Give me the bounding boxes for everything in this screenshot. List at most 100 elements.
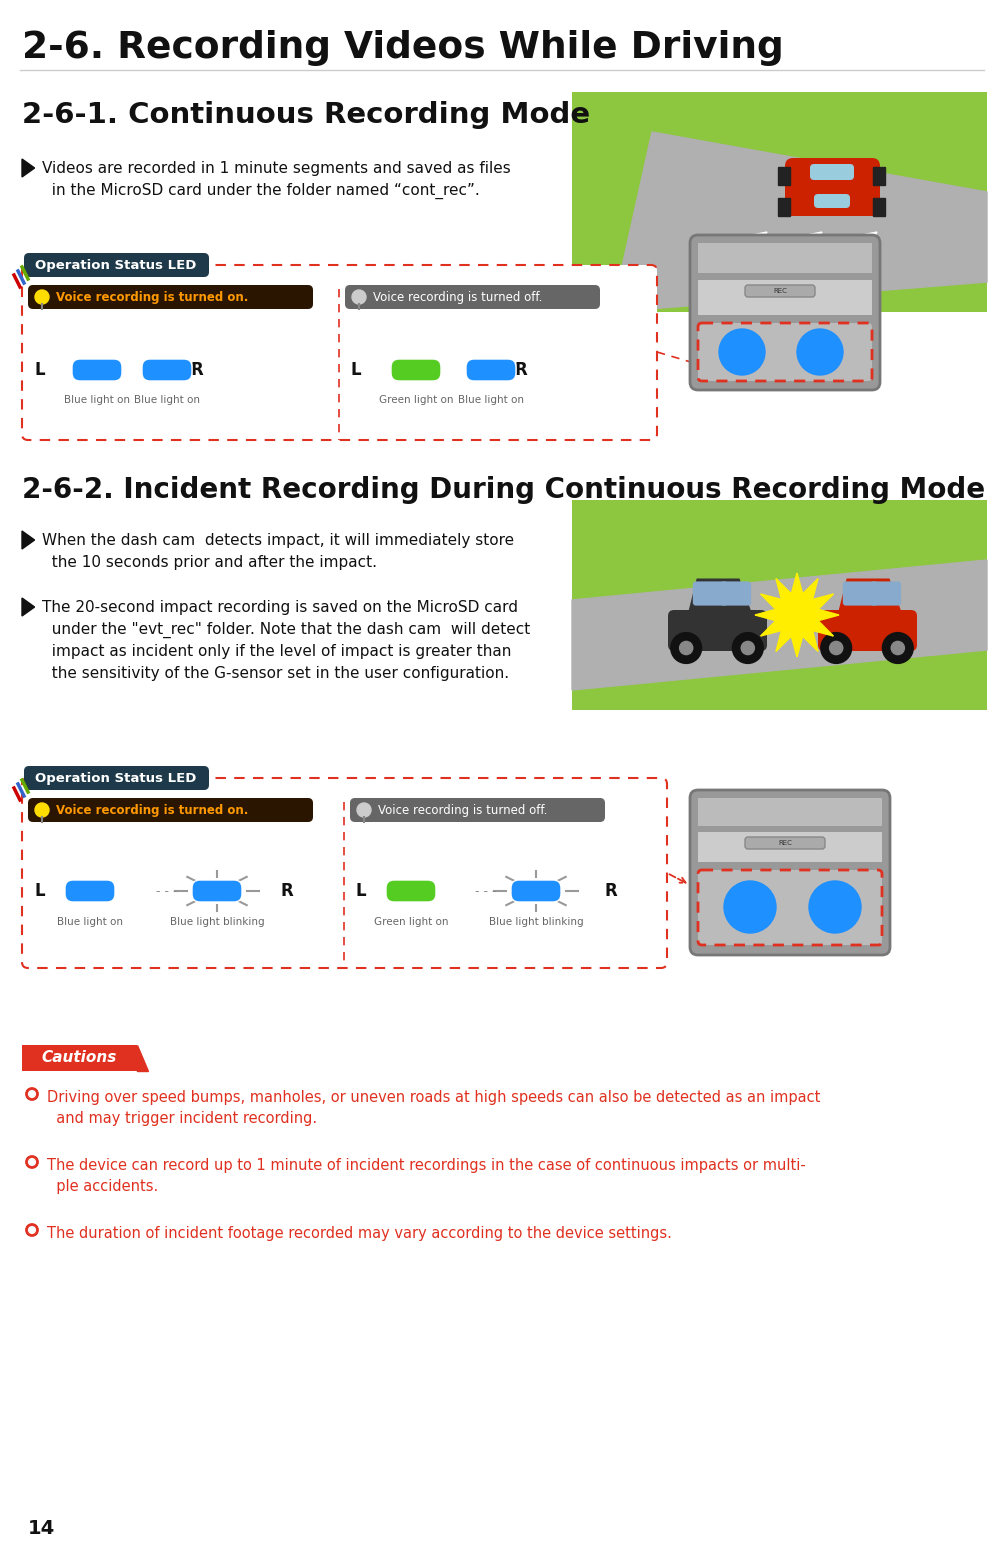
Polygon shape: [775, 615, 796, 657]
Circle shape: [882, 633, 913, 664]
Text: Driving over speed bumps, manholes, or uneven roads at high speeds can also be d: Driving over speed bumps, manholes, or u…: [47, 1091, 819, 1126]
Bar: [873, 167, 884, 185]
FancyBboxPatch shape: [817, 611, 916, 651]
Text: - - -: - - -: [474, 885, 496, 897]
Circle shape: [828, 642, 842, 654]
FancyBboxPatch shape: [465, 358, 516, 382]
Bar: [697, 798, 881, 826]
Text: Blue light on: Blue light on: [457, 396, 524, 405]
FancyBboxPatch shape: [24, 767, 209, 790]
FancyBboxPatch shape: [28, 798, 313, 823]
Polygon shape: [731, 232, 766, 257]
FancyBboxPatch shape: [72, 358, 122, 382]
Text: R: R: [515, 361, 527, 379]
Circle shape: [731, 633, 762, 664]
FancyBboxPatch shape: [689, 235, 879, 390]
Polygon shape: [796, 615, 817, 657]
Polygon shape: [796, 615, 832, 651]
Text: The duration of incident footage recorded may vary according to the device setti: The duration of incident footage recorde…: [47, 1226, 671, 1242]
Text: L: L: [350, 361, 361, 379]
FancyBboxPatch shape: [692, 581, 727, 606]
Polygon shape: [754, 594, 796, 615]
FancyBboxPatch shape: [28, 285, 313, 308]
Bar: [572, 92, 986, 312]
FancyBboxPatch shape: [345, 285, 600, 308]
Circle shape: [723, 880, 775, 933]
Polygon shape: [796, 615, 839, 636]
Text: Green light on: Green light on: [373, 918, 447, 927]
Polygon shape: [842, 232, 877, 257]
Text: When the dash cam  detects impact, it will immediately store
  the 10 seconds pr: When the dash cam detects impact, it wil…: [42, 533, 514, 570]
FancyBboxPatch shape: [24, 252, 209, 277]
Text: Blue light on: Blue light on: [133, 396, 200, 405]
Polygon shape: [760, 615, 796, 651]
Text: REC: REC: [772, 288, 786, 294]
FancyBboxPatch shape: [719, 581, 750, 606]
FancyBboxPatch shape: [667, 611, 766, 651]
Bar: [697, 243, 872, 273]
Text: Green light on: Green light on: [378, 396, 452, 405]
Polygon shape: [775, 573, 796, 615]
FancyBboxPatch shape: [22, 265, 656, 439]
Text: Cautions: Cautions: [41, 1050, 116, 1066]
Bar: [697, 832, 881, 862]
Circle shape: [718, 329, 764, 375]
Polygon shape: [786, 232, 821, 257]
FancyBboxPatch shape: [784, 157, 879, 217]
Text: R: R: [191, 361, 204, 379]
Text: The 20-second impact recording is saved on the MicroSD card
  under the "evt_rec: The 20-second impact recording is saved …: [42, 600, 530, 681]
Text: L: L: [35, 361, 45, 379]
Text: Blue light on: Blue light on: [64, 396, 129, 405]
Polygon shape: [796, 578, 832, 615]
Text: Operation Status LED: Operation Status LED: [35, 259, 197, 271]
Bar: [873, 198, 884, 217]
Text: 2-6-2. Incident Recording During Continuous Recording Mode: 2-6-2. Incident Recording During Continu…: [22, 477, 984, 503]
FancyBboxPatch shape: [65, 880, 115, 902]
Text: Voice recording is turned off.: Voice recording is turned off.: [373, 290, 542, 304]
Circle shape: [35, 802, 49, 816]
Bar: [697, 280, 872, 315]
Circle shape: [740, 642, 753, 654]
Circle shape: [357, 802, 371, 816]
Polygon shape: [796, 594, 839, 615]
FancyBboxPatch shape: [697, 869, 881, 946]
Text: Operation Status LED: Operation Status LED: [35, 771, 197, 785]
Polygon shape: [22, 531, 34, 548]
Text: R: R: [604, 882, 617, 901]
Circle shape: [820, 633, 851, 664]
FancyBboxPatch shape: [744, 285, 814, 298]
Circle shape: [679, 642, 692, 654]
Text: Blue light on: Blue light on: [57, 918, 123, 927]
Polygon shape: [612, 132, 986, 312]
Polygon shape: [572, 559, 986, 690]
Polygon shape: [136, 1045, 147, 1070]
Bar: [777, 198, 789, 217]
Polygon shape: [839, 580, 899, 611]
Circle shape: [352, 290, 366, 304]
Circle shape: [808, 880, 861, 933]
FancyBboxPatch shape: [22, 777, 666, 968]
FancyBboxPatch shape: [813, 195, 850, 209]
Text: 2-6. Recording Videos While Driving: 2-6. Recording Videos While Driving: [22, 30, 783, 65]
FancyBboxPatch shape: [141, 358, 192, 382]
FancyBboxPatch shape: [809, 164, 854, 181]
FancyBboxPatch shape: [842, 581, 878, 606]
Text: Voice recording is turned on.: Voice recording is turned on.: [56, 804, 248, 816]
Text: Voice recording is turned off.: Voice recording is turned off.: [377, 804, 547, 816]
FancyBboxPatch shape: [744, 837, 824, 849]
Polygon shape: [796, 573, 817, 615]
FancyBboxPatch shape: [350, 798, 605, 823]
Text: 14: 14: [28, 1519, 55, 1538]
Text: The device can record up to 1 minute of incident recordings in the case of conti: The device can record up to 1 minute of …: [47, 1158, 805, 1193]
Bar: [777, 167, 789, 185]
Polygon shape: [22, 598, 34, 615]
Text: Voice recording is turned on.: Voice recording is turned on.: [56, 290, 248, 304]
Circle shape: [35, 290, 49, 304]
FancyBboxPatch shape: [511, 880, 561, 902]
Text: - - -: - - -: [156, 885, 178, 897]
FancyBboxPatch shape: [390, 358, 440, 382]
Text: Blue light blinking: Blue light blinking: [488, 918, 583, 927]
Polygon shape: [22, 159, 34, 178]
FancyBboxPatch shape: [192, 880, 242, 902]
Text: L: L: [35, 882, 45, 901]
